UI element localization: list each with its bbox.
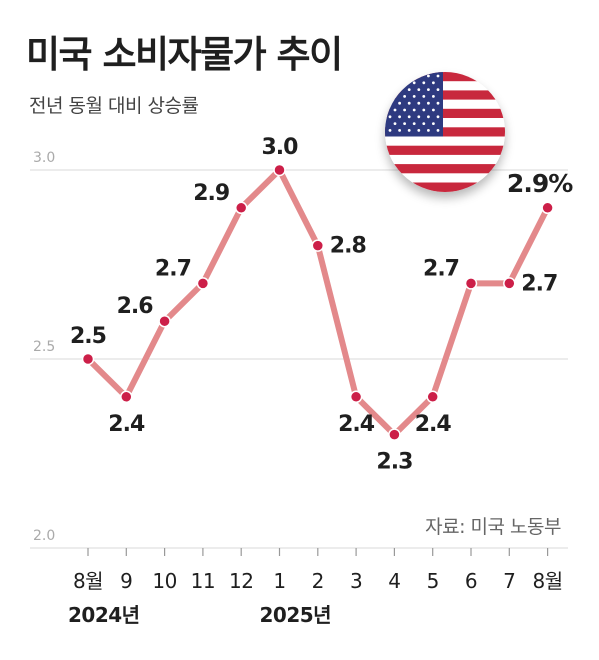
data-label: 3.0: [262, 135, 299, 160]
data-label: 2.3: [376, 450, 412, 475]
us-flag-icon: [385, 72, 505, 192]
y-tick-label: 2.0: [33, 528, 55, 544]
data-point: [234, 201, 248, 215]
y-tick-label: 2.5: [33, 339, 55, 355]
x-tick-label: 7: [503, 569, 515, 593]
data-point: [273, 163, 286, 177]
data-point: [311, 239, 325, 252]
data-label: 2.7: [521, 271, 557, 296]
data-point: [464, 277, 478, 290]
source-note: 자료: 미국 노동부: [425, 516, 561, 538]
x-tick-label: 12: [229, 569, 253, 593]
x-tick-label: 8월: [73, 569, 103, 593]
data-label: 2.5: [70, 324, 106, 349]
y-tick-label: 3.0: [33, 150, 55, 166]
data-point: [349, 390, 363, 404]
data-point: [503, 277, 516, 290]
data-point: [426, 390, 439, 404]
data-point: [158, 314, 171, 328]
x-tick-label: 5: [427, 569, 439, 593]
x-tick-label: 6: [465, 569, 477, 593]
data-point: [388, 428, 401, 441]
data-point: [196, 277, 210, 290]
x-tick-label: 1: [273, 569, 285, 593]
chart-title: 미국 소비자물가 추이: [26, 33, 343, 76]
data-point: [81, 352, 95, 366]
data-label: 2.9: [193, 181, 229, 206]
year-label: 2025년: [260, 603, 332, 627]
data-label: 2.8: [330, 234, 366, 259]
data-label: 2.4: [338, 412, 375, 437]
data-label: 2.4: [108, 412, 145, 437]
data-label: 2.9%: [507, 169, 573, 198]
x-tick-label: 3: [350, 569, 362, 593]
x-tick-label: 2: [312, 569, 324, 593]
series-line: [85, 167, 551, 438]
data-label: 2.7: [155, 256, 191, 281]
year-label: 2024년: [68, 603, 140, 627]
x-tick-label: 9: [120, 569, 132, 593]
data-label: 2.4: [415, 412, 452, 437]
data-point: [120, 390, 133, 404]
x-tick-label: 11: [191, 569, 215, 593]
x-tick-label: 4: [388, 569, 400, 593]
chart-subtitle: 전년 동월 대비 상승률: [29, 95, 199, 117]
data-label: 2.7: [423, 256, 459, 281]
x-tick-label: 10: [152, 569, 176, 593]
x-tick-label: 8월: [533, 569, 563, 593]
data-label: 2.6: [117, 294, 154, 319]
data-point: [541, 201, 554, 215]
